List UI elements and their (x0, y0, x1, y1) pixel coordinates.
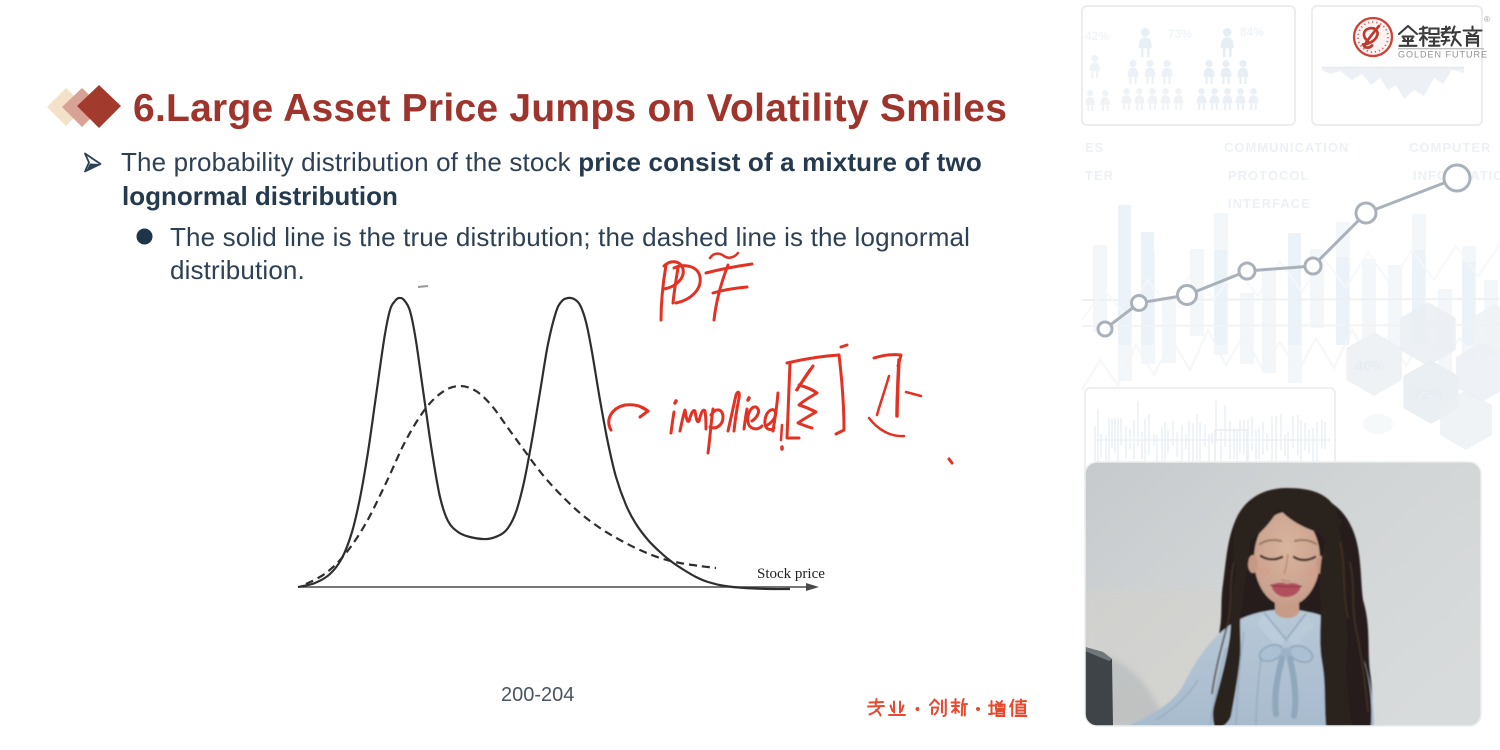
svg-text:73%: 73% (1168, 27, 1192, 41)
svg-text:COMPUTER: COMPUTER (1409, 140, 1491, 155)
svg-text:Stock price: Stock price (757, 566, 825, 582)
svg-text:GOLDEN FUTURE: GOLDEN FUTURE (1398, 50, 1488, 60)
svg-text:COMMUNICATION: COMMUNICATION (1224, 140, 1349, 155)
svg-text:®: ® (1484, 15, 1490, 24)
svg-text:40%: 40% (1355, 358, 1385, 375)
svg-text:ES: ES (1085, 140, 1104, 155)
svg-text:84%: 84% (1240, 25, 1264, 39)
svg-text:PROTOCOL: PROTOCOL (1228, 168, 1309, 183)
svg-text:42%: 42% (1085, 29, 1109, 43)
svg-text:INTERFACE: INTERFACE (1228, 196, 1311, 211)
svg-text:TER: TER (1085, 168, 1114, 183)
svg-text:72%: 72% (1413, 386, 1443, 403)
